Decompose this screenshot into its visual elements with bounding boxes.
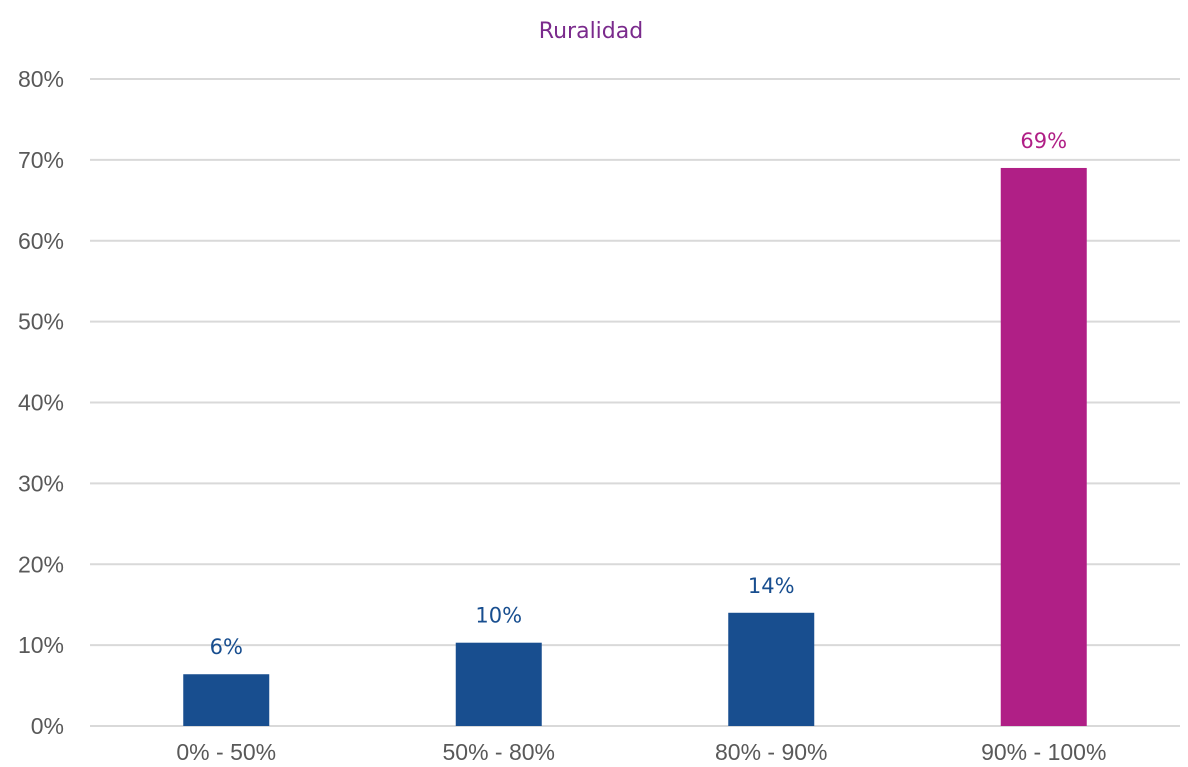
y-tick-label: 80%	[18, 66, 64, 92]
data-label-4: 69%	[1020, 129, 1067, 153]
y-tick-label: 10%	[18, 632, 64, 658]
x-tick-label: 50% - 80%	[442, 739, 555, 765]
data-label-3: 14%	[748, 574, 795, 598]
bar-1	[183, 674, 270, 726]
bars	[183, 167, 1087, 726]
y-tick-label: 60%	[18, 228, 64, 254]
y-tick-label: 20%	[18, 551, 64, 577]
data-label-2: 10%	[475, 604, 522, 628]
x-tick-label: 90% - 100%	[981, 739, 1106, 765]
bar-3	[728, 612, 815, 726]
y-tick-label: 70%	[18, 147, 64, 173]
gridlines	[90, 78, 1180, 727]
bar-2	[455, 642, 542, 726]
x-tick-label: 0% - 50%	[176, 739, 276, 765]
chart-title: Ruralidad	[539, 19, 643, 44]
x-axis-ticks: 0% - 50% 50% - 80% 80% - 90% 90% - 100%	[176, 739, 1106, 765]
y-tick-label: 30%	[18, 470, 64, 496]
x-tick-label: 80% - 90%	[715, 739, 828, 765]
y-tick-label: 40%	[18, 390, 64, 416]
data-label-1: 6%	[210, 635, 243, 659]
y-tick-label: 0%	[31, 713, 64, 739]
y-axis-ticks: 0% 10% 20% 30% 40% 50% 60% 70% 80%	[18, 66, 64, 739]
data-labels: 6% 10% 14% 69%	[210, 129, 1068, 659]
y-tick-label: 50%	[18, 309, 64, 335]
bar-4	[1000, 167, 1087, 726]
